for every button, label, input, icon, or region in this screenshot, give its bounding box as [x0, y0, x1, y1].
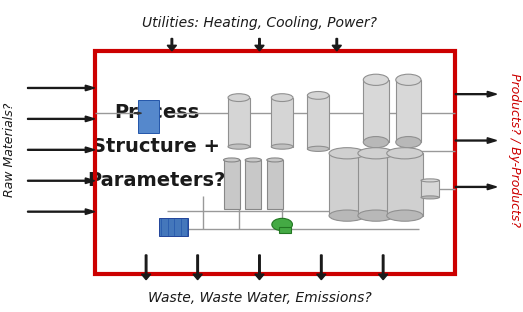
Ellipse shape: [267, 158, 283, 162]
FancyArrow shape: [28, 209, 95, 214]
FancyArrow shape: [134, 112, 141, 114]
Bar: [267, 160, 283, 209]
Ellipse shape: [228, 144, 249, 149]
Text: Utilities: Heating, Cooling, Power?: Utilities: Heating, Cooling, Power?: [142, 16, 377, 30]
Bar: [245, 160, 262, 209]
Ellipse shape: [421, 179, 439, 182]
Ellipse shape: [272, 218, 292, 231]
FancyArrow shape: [167, 38, 176, 51]
Ellipse shape: [329, 210, 365, 221]
Ellipse shape: [271, 144, 293, 149]
FancyArrow shape: [255, 255, 264, 280]
Text: Waste, Waste Water, Emissions?: Waste, Waste Water, Emissions?: [147, 291, 371, 305]
Ellipse shape: [421, 196, 439, 199]
Ellipse shape: [308, 146, 329, 151]
FancyArrow shape: [141, 255, 151, 280]
Ellipse shape: [396, 137, 421, 148]
FancyArrow shape: [456, 138, 496, 143]
Bar: [223, 160, 240, 209]
Ellipse shape: [329, 148, 365, 159]
FancyArrow shape: [255, 38, 264, 51]
Bar: [138, 100, 160, 133]
FancyArrow shape: [332, 38, 342, 51]
Bar: [95, 51, 456, 274]
Bar: [387, 153, 423, 216]
FancyArrow shape: [316, 255, 326, 280]
Bar: [308, 95, 329, 149]
FancyArrow shape: [193, 255, 202, 280]
Ellipse shape: [358, 210, 394, 221]
Bar: [358, 153, 394, 216]
FancyArrow shape: [379, 255, 388, 280]
FancyArrow shape: [28, 85, 95, 91]
Text: Raw Materials?: Raw Materials?: [3, 103, 16, 197]
Text: Structure +: Structure +: [93, 137, 220, 156]
Ellipse shape: [363, 137, 389, 148]
Ellipse shape: [387, 210, 423, 221]
Bar: [396, 80, 421, 142]
Ellipse shape: [387, 148, 423, 159]
Ellipse shape: [363, 74, 389, 85]
Bar: [329, 153, 365, 216]
FancyArrow shape: [28, 116, 95, 122]
FancyArrow shape: [28, 147, 95, 153]
Bar: [271, 98, 293, 147]
Bar: [160, 218, 188, 236]
FancyArrow shape: [456, 184, 496, 190]
Ellipse shape: [223, 158, 240, 162]
FancyArrow shape: [456, 91, 496, 97]
Text: Process: Process: [114, 103, 199, 122]
Text: Parameters?: Parameters?: [87, 171, 225, 190]
Bar: [421, 180, 439, 197]
Ellipse shape: [308, 91, 329, 99]
Bar: [279, 227, 291, 233]
FancyArrow shape: [28, 178, 95, 183]
Ellipse shape: [396, 74, 421, 85]
Bar: [228, 98, 249, 147]
Ellipse shape: [228, 94, 249, 101]
Ellipse shape: [245, 158, 262, 162]
Bar: [363, 80, 389, 142]
Text: Products? / By-Products?: Products? / By-Products?: [508, 73, 521, 227]
Ellipse shape: [358, 148, 394, 159]
Ellipse shape: [271, 94, 293, 101]
